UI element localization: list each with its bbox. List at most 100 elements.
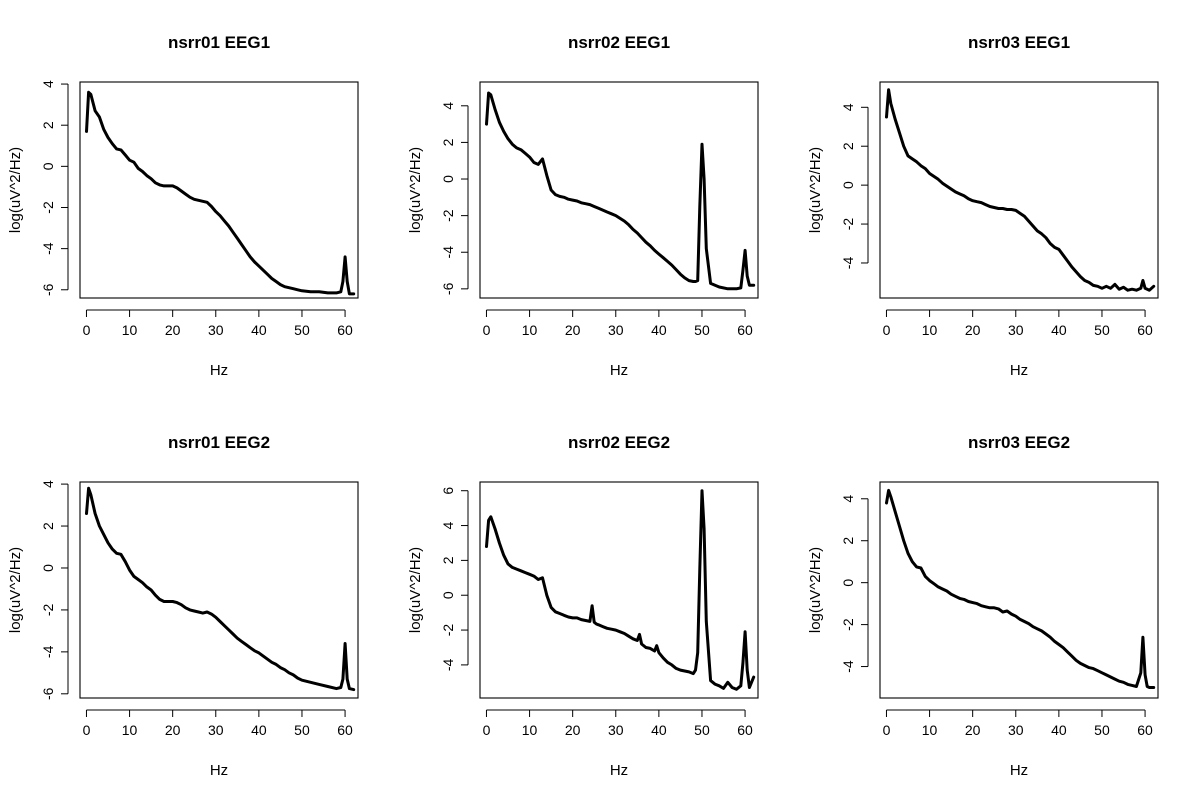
y-axis-label: log(uV^2/Hz)	[7, 147, 24, 233]
x-tick-label: 40	[1051, 322, 1067, 338]
psd-series-line	[885, 88, 1156, 292]
x-tick-label: 50	[294, 322, 310, 338]
x-axis-label: Hz	[1010, 762, 1028, 779]
chart-panel-4: nsrr01 EEG2 0 10 20 30 40 50 60 Hz -6 -4 -2 0 2 4 log(u…	[7, 433, 359, 779]
y-tick-label: 2	[840, 142, 856, 150]
x-tick-label: 30	[208, 322, 224, 338]
x-tick-label: 10	[522, 322, 538, 338]
x-tick-label: 20	[565, 322, 581, 338]
y-axis-label: log(uV^2/Hz)	[407, 147, 424, 233]
y-tick-label: -6	[40, 687, 56, 700]
x-tick-label: 0	[883, 322, 891, 338]
x-tick-label: 0	[483, 722, 491, 738]
x-axis-label: Hz	[210, 762, 228, 779]
y-axis-label: log(uV^2/Hz)	[807, 147, 824, 233]
x-tick-label: 0	[883, 722, 891, 738]
x-tick-label: 10	[922, 722, 938, 738]
y-tick-label: -4	[440, 658, 456, 671]
psd-series-line	[85, 486, 356, 692]
y-tick-label: -4	[440, 246, 456, 259]
y-tick-label: -2	[40, 603, 56, 616]
y-tick-label: 0	[440, 591, 456, 599]
x-tick-label: 30	[608, 322, 624, 338]
y-tick-label: 2	[40, 522, 56, 530]
x-tick-label: 30	[1008, 722, 1024, 738]
psd-series-line	[485, 91, 756, 291]
y-tick-label: 4	[840, 495, 856, 503]
x-axis-label: Hz	[210, 362, 228, 379]
panel-title: nsrr03 EEG2	[968, 433, 1070, 452]
psd-series-line	[885, 488, 1156, 689]
y-tick-label: 2	[840, 537, 856, 545]
x-tick-label: 60	[1137, 322, 1153, 338]
x-tick-label: 50	[1094, 722, 1110, 738]
plot-frame	[879, 81, 1159, 299]
y-axis-label: log(uV^2/Hz)	[407, 547, 424, 633]
panel-title: nsrr01 EEG2	[168, 433, 270, 452]
y-tick-label: 0	[840, 181, 856, 189]
y-tick-label: -2	[40, 201, 56, 214]
y-tick-label: 4	[40, 80, 56, 88]
y-tick-label: -2	[840, 218, 856, 231]
x-tick-label: 20	[565, 722, 581, 738]
plot-frame	[479, 81, 759, 299]
x-tick-label: 60	[337, 322, 353, 338]
x-tick-label: 10	[922, 322, 938, 338]
y-tick-label: 0	[840, 579, 856, 587]
y-tick-label: 0	[40, 162, 56, 170]
x-tick-label: 20	[165, 722, 181, 738]
panel-title: nsrr02 EEG1	[568, 33, 670, 52]
x-tick-label: 30	[208, 722, 224, 738]
chart-panel-2: nsrr02 EEG1 0 10 20 30 40 50 60 Hz -6 -4 -2 0 2 4 log(u…	[407, 33, 759, 379]
x-tick-label: 30	[608, 722, 624, 738]
psd-series-line	[485, 489, 756, 691]
y-axis-label: log(uV^2/Hz)	[7, 547, 24, 633]
x-tick-label: 60	[737, 722, 753, 738]
x-tick-label: 10	[522, 722, 538, 738]
y-tick-label: 6	[440, 487, 456, 495]
plot-frame	[79, 81, 359, 299]
x-tick-label: 40	[251, 722, 267, 738]
panel-title: nsrr03 EEG1	[968, 33, 1070, 52]
x-tick-label: 60	[1137, 722, 1153, 738]
plot-frame	[479, 481, 759, 699]
y-tick-label: -4	[840, 660, 856, 673]
y-tick-label: 2	[440, 556, 456, 564]
y-tick-label: -4	[40, 645, 56, 658]
plot-frame	[879, 481, 1159, 699]
x-tick-label: 0	[483, 322, 491, 338]
x-tick-label: 40	[651, 722, 667, 738]
x-tick-label: 20	[965, 322, 981, 338]
x-tick-label: 40	[651, 322, 667, 338]
y-tick-label: -4	[40, 242, 56, 255]
x-tick-label: 40	[251, 322, 267, 338]
x-tick-label: 50	[694, 322, 710, 338]
x-axis-label: Hz	[610, 762, 628, 779]
chart-panel-1: nsrr01 EEG1 0 10 20 30 40 50 60 Hz -6 -4 -2 0 2 4 log(u…	[7, 33, 359, 379]
y-tick-label: -2	[440, 624, 456, 637]
chart-panel-3: nsrr03 EEG1 0 10 20 30 40 50 60 Hz -4 -2 0 2 4 log(uV^…	[807, 33, 1159, 379]
y-tick-label: 2	[40, 121, 56, 129]
panel-title: nsrr02 EEG2	[568, 433, 670, 452]
x-tick-label: 20	[165, 322, 181, 338]
y-tick-label: 0	[40, 564, 56, 572]
panel-title: nsrr01 EEG1	[168, 33, 270, 52]
y-tick-label: 2	[440, 138, 456, 146]
x-tick-label: 30	[1008, 322, 1024, 338]
x-tick-label: 40	[1051, 722, 1067, 738]
x-tick-label: 50	[294, 722, 310, 738]
y-tick-label: -2	[840, 618, 856, 631]
x-tick-label: 0	[83, 322, 91, 338]
x-tick-label: 60	[737, 322, 753, 338]
y-tick-label: 4	[440, 102, 456, 110]
x-tick-label: 50	[1094, 322, 1110, 338]
y-tick-label: 4	[40, 480, 56, 488]
y-tick-label: -2	[440, 209, 456, 222]
y-tick-label: -6	[40, 283, 56, 296]
plot-frame	[79, 481, 359, 699]
y-axis-label: log(uV^2/Hz)	[807, 547, 824, 633]
x-tick-label: 50	[694, 722, 710, 738]
chart-panel-6: nsrr03 EEG2 0 10 20 30 40 50 60 Hz -4 -2 0 2 4 log(uV^…	[807, 433, 1159, 779]
chart-panel-5: nsrr02 EEG2 0 10 20 30 40 50 60 Hz -4 -2 0 2 4 6 log(uV…	[407, 433, 759, 779]
